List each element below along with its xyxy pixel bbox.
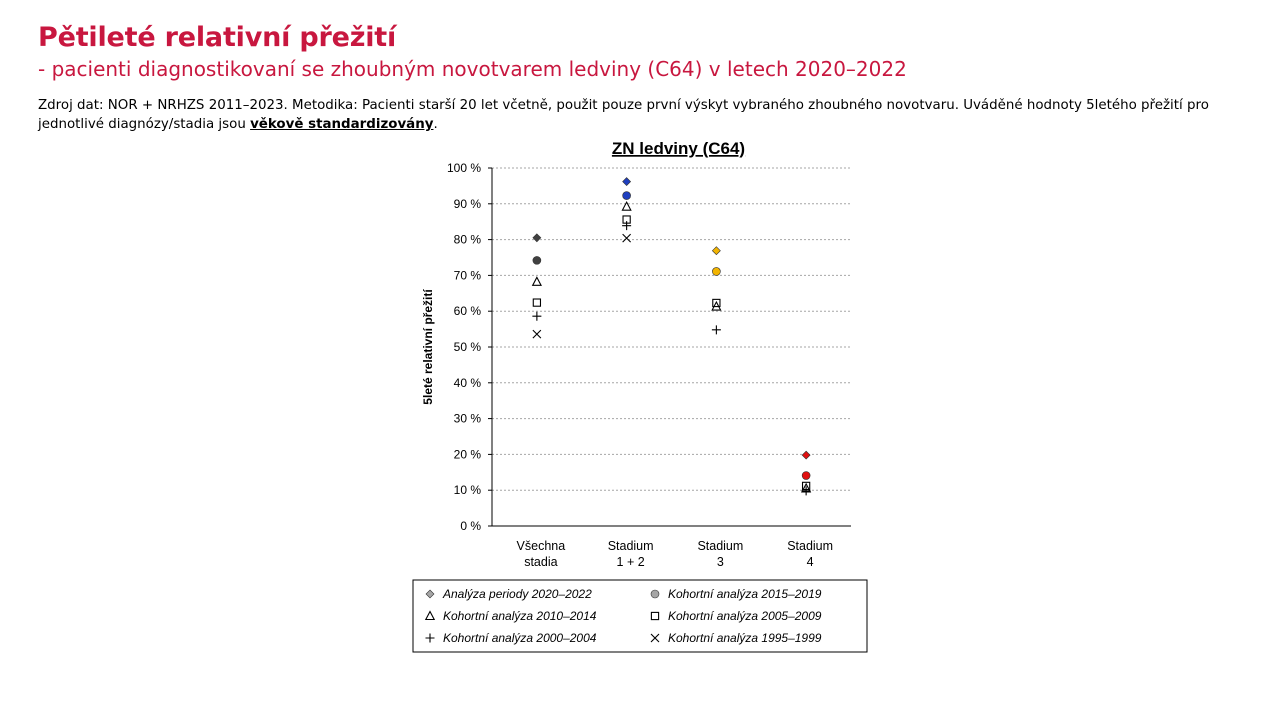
data-point-s3-c0 xyxy=(532,298,542,307)
data-point-s2-c2 xyxy=(711,300,722,311)
legend-entry: Kohortní analýza 2000–2004 xyxy=(443,631,597,645)
data-point-s4-c0 xyxy=(532,311,542,321)
y-tick-label: 10 % xyxy=(454,483,482,497)
x-tick-label: 1 + 2 xyxy=(617,555,645,569)
x-tick-label: Stadium xyxy=(608,539,654,553)
source-note: Zdroj dat: NOR + NRHZS 2011–2023. Metodi… xyxy=(38,96,1243,134)
page-subtitle: - pacienti diagnostikovaní se zhoubným n… xyxy=(38,57,907,81)
data-point-s2-c0 xyxy=(531,276,542,286)
x-tick-label: Všechna xyxy=(517,539,566,553)
y-tick-label: 40 % xyxy=(454,376,482,390)
source-note-suffix: . xyxy=(433,117,438,132)
source-note-text: Zdroj dat: NOR + NRHZS 2011–2023. Metodi… xyxy=(38,98,1209,132)
data-point-s4-c3 xyxy=(801,486,811,496)
chart-title: ZN ledviny (C64) xyxy=(612,139,745,158)
y-axis-label: 5leté relativní přežití xyxy=(421,289,435,405)
legend-marker xyxy=(424,610,436,621)
page-title: Pětileté relativní přežití xyxy=(38,22,397,53)
data-point-s0-c2 xyxy=(711,246,721,256)
legend-marker xyxy=(425,633,435,643)
y-tick-label: 30 % xyxy=(454,412,482,426)
x-tick-label: stadia xyxy=(524,555,557,569)
y-tick-label: 0 % xyxy=(460,519,481,533)
y-tick-label: 90 % xyxy=(454,197,482,211)
legend-marker xyxy=(425,589,435,599)
data-point-s5-c0 xyxy=(532,329,542,339)
x-tick-label: 4 xyxy=(807,555,814,569)
data-point-s0-c1 xyxy=(622,177,632,187)
data-point-s5-c1 xyxy=(622,233,632,243)
legend-marker xyxy=(650,633,660,643)
x-tick-label: Stadium xyxy=(787,539,833,553)
y-tick-label: 20 % xyxy=(454,447,482,461)
data-point-s4-c2 xyxy=(711,325,721,335)
data-point-s2-c3 xyxy=(801,482,812,493)
data-point-s0-c0 xyxy=(532,233,542,243)
data-point-s2-c1 xyxy=(621,200,632,211)
y-tick-label: 70 % xyxy=(454,268,482,282)
legend-entry: Analýza periody 2020–2022 xyxy=(442,587,592,601)
y-tick-label: 60 % xyxy=(454,304,482,318)
legend-entry: Kohortní analýza 2015–2019 xyxy=(668,587,822,601)
x-tick-label: 3 xyxy=(717,555,724,569)
data-point-s1-c3 xyxy=(801,471,811,480)
data-point-s3-c2 xyxy=(712,298,721,308)
legend-box xyxy=(412,579,868,653)
data-point-s0-c3 xyxy=(801,450,811,460)
source-note-emphasis: věkově standardizovány xyxy=(250,117,434,132)
legend-entry: Kohortní analýza 1995–1999 xyxy=(668,631,822,645)
data-point-s1-c0 xyxy=(532,256,542,265)
data-point-s3-c1 xyxy=(622,215,631,224)
y-tick-label: 80 % xyxy=(454,233,482,247)
data-point-s3-c3 xyxy=(801,481,811,491)
legend-entry: Kohortní analýza 2005–2009 xyxy=(668,609,822,623)
legend-marker xyxy=(650,589,660,599)
data-point-s1-c2 xyxy=(712,267,721,276)
x-tick-label: Stadium xyxy=(697,539,743,553)
y-tick-label: 100 % xyxy=(447,161,481,175)
y-tick-label: 50 % xyxy=(454,340,482,354)
legend-marker xyxy=(650,611,660,621)
data-point-s1-c1 xyxy=(622,191,631,200)
legend-entry: Kohortní analýza 2010–2014 xyxy=(443,609,597,623)
